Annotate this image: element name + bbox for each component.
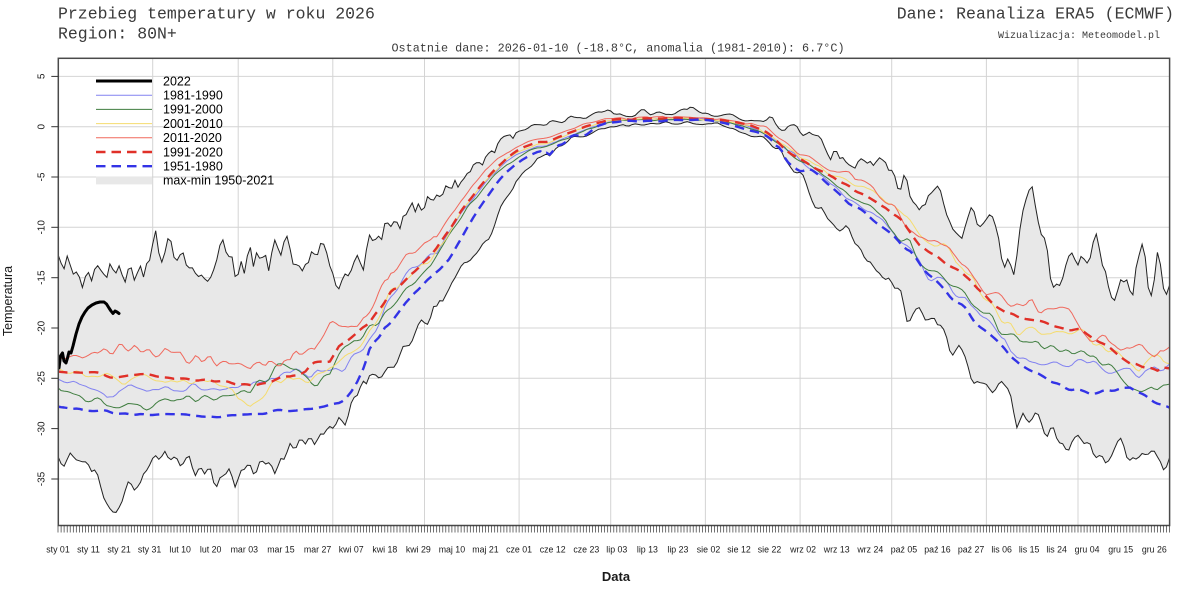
svg-text:sie 12: sie 12	[727, 545, 751, 555]
svg-text:Data: Data	[602, 569, 631, 584]
svg-text:-5: -5	[37, 172, 48, 181]
svg-text:1951-1980: 1951-1980	[163, 160, 223, 174]
svg-text:paź 05: paź 05	[891, 545, 918, 555]
svg-text:mar 27: mar 27	[304, 545, 331, 555]
svg-text:lut 20: lut 20	[200, 545, 222, 555]
svg-text:sie 22: sie 22	[758, 545, 782, 555]
svg-text:sty 11: sty 11	[77, 545, 100, 555]
svg-text:5: 5	[37, 73, 48, 79]
svg-text:Region: 80N+: Region: 80N+	[58, 25, 177, 44]
svg-text:gru 04: gru 04	[1075, 545, 1100, 555]
svg-text:sty 01: sty 01	[46, 545, 70, 555]
svg-text:-20: -20	[37, 320, 48, 335]
svg-text:2011-2020: 2011-2020	[163, 131, 222, 145]
svg-text:-25: -25	[37, 371, 48, 386]
svg-text:kwi 07: kwi 07	[339, 545, 364, 555]
svg-text:sie 02: sie 02	[697, 545, 721, 555]
svg-text:lip 13: lip 13	[637, 545, 658, 555]
svg-text:gru 15: gru 15	[1108, 545, 1133, 555]
svg-text:-35: -35	[37, 471, 48, 486]
svg-text:2001-2010: 2001-2010	[163, 117, 223, 131]
svg-text:lip 03: lip 03	[606, 545, 627, 555]
svg-text:0: 0	[37, 123, 48, 129]
svg-text:Wizualizacja: Meteomodel.pl: Wizualizacja: Meteomodel.pl	[998, 30, 1160, 42]
svg-text:mar 03: mar 03	[231, 545, 258, 555]
svg-text:-30: -30	[37, 421, 48, 436]
svg-text:sty 21: sty 21	[107, 545, 131, 555]
svg-text:wrz 13: wrz 13	[823, 545, 850, 555]
svg-text:mar 15: mar 15	[267, 545, 294, 555]
svg-text:lis 15: lis 15	[1019, 545, 1040, 555]
svg-text:paź 16: paź 16	[924, 545, 951, 555]
svg-text:gru 26: gru 26	[1142, 545, 1167, 555]
svg-text:-15: -15	[37, 270, 48, 285]
svg-text:wrz 24: wrz 24	[856, 545, 883, 555]
svg-text:2022: 2022	[163, 74, 191, 88]
svg-text:Temperatura: Temperatura	[1, 266, 15, 336]
svg-text:-10: -10	[37, 220, 48, 235]
svg-text:maj 10: maj 10	[439, 545, 466, 555]
svg-text:lut 10: lut 10	[169, 545, 191, 555]
svg-text:cze 01: cze 01	[506, 545, 532, 555]
svg-text:maj 21: maj 21	[472, 545, 499, 555]
svg-text:Przebieg temperatury w roku 20: Przebieg temperatury w roku 2026	[58, 5, 375, 24]
svg-text:lip 23: lip 23	[667, 545, 688, 555]
svg-text:lis 06: lis 06	[991, 545, 1012, 555]
svg-text:kwi 29: kwi 29	[406, 545, 431, 555]
svg-text:cze 23: cze 23	[573, 545, 599, 555]
svg-text:1981-1990: 1981-1990	[163, 89, 223, 103]
svg-text:wrz 02: wrz 02	[789, 545, 816, 555]
svg-text:max-min 1950-2021: max-min 1950-2021	[163, 174, 274, 188]
svg-text:kwi 18: kwi 18	[372, 545, 397, 555]
svg-text:Dane: Reanaliza ERA5 (ECMWF): Dane: Reanaliza ERA5 (ECMWF)	[897, 5, 1174, 24]
svg-text:1991-2020: 1991-2020	[163, 145, 223, 159]
svg-text:lis 24: lis 24	[1046, 545, 1067, 555]
svg-text:Ostatnie dane: 2026-01-10 (-18: Ostatnie dane: 2026-01-10 (-18.8°C, anom…	[391, 42, 844, 56]
svg-text:sty 31: sty 31	[138, 545, 162, 555]
svg-text:cze 12: cze 12	[540, 545, 566, 555]
svg-text:1991-2000: 1991-2000	[163, 103, 223, 117]
svg-text:paź 27: paź 27	[958, 545, 985, 555]
